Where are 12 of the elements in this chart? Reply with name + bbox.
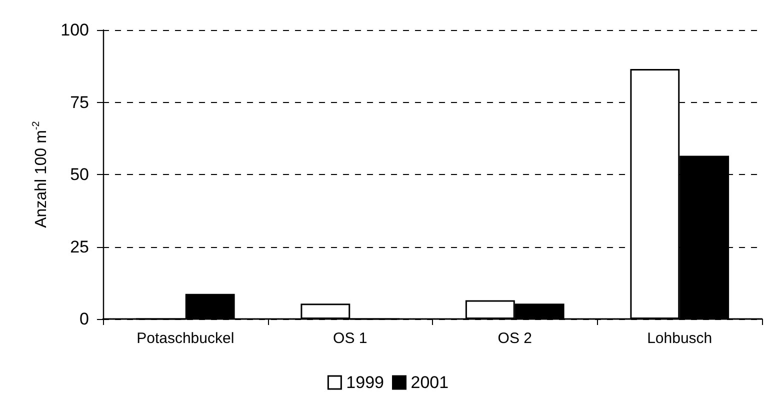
y-tick-label: 50 bbox=[70, 165, 89, 184]
legend-label: 1999 bbox=[346, 373, 384, 392]
y-tick-label: 100 bbox=[60, 20, 89, 40]
y-tick-label: 25 bbox=[70, 237, 89, 256]
x-tick-label: Potaschbuckel bbox=[136, 330, 234, 347]
y-tick-label: 0 bbox=[80, 310, 89, 328]
y-tick-label: 75 bbox=[70, 92, 89, 112]
x-tick-label: Lohbusch bbox=[647, 330, 712, 347]
y-axis-title: Anzahl 100 m-2 bbox=[31, 120, 50, 228]
x-tick-label: OS 1 bbox=[333, 330, 368, 347]
x-tick-label: OS 2 bbox=[498, 330, 532, 347]
legend-label: 2001 bbox=[410, 373, 449, 392]
